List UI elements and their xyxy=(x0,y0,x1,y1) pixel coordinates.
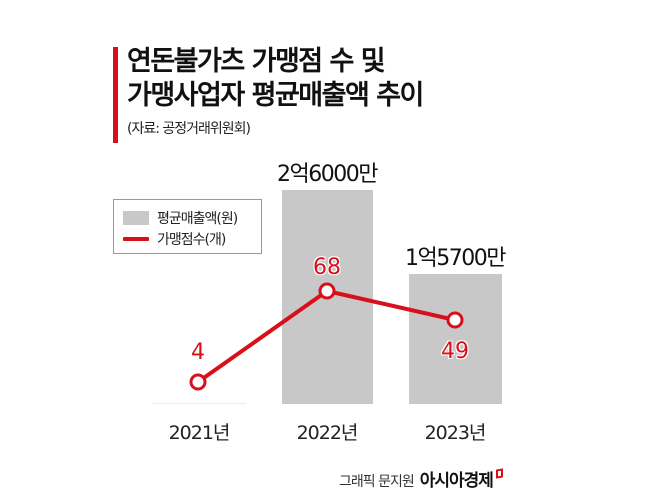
legend-label-stores: 가맹점수(개) xyxy=(157,232,226,248)
chart-source: (자료: 공정거래위원회) xyxy=(127,121,251,137)
marker-2022 xyxy=(318,282,336,300)
brand-name: 아시아경제 xyxy=(419,471,494,491)
title-accent-bar xyxy=(113,47,118,143)
credit: 그래픽 문지원 아시아경제 xyxy=(339,466,503,491)
x-label-2021: 2021년 xyxy=(168,422,231,444)
point-label-2021: 4 xyxy=(191,340,205,365)
marker-2021 xyxy=(189,373,207,391)
x-label-2023: 2023년 xyxy=(424,422,487,444)
chart-title: 연돈불가츠 가맹점 수 및 가맹사업자 평균매출액 추이 xyxy=(127,45,424,113)
legend: 평균매출액(원) 가맹점수(개) xyxy=(113,199,262,254)
line-swatch-icon xyxy=(123,237,149,241)
point-label-2022: 68 xyxy=(313,255,341,280)
bar-swatch-icon xyxy=(123,211,149,225)
chart-title-line2: 가맹사업자 평균매출액 추이 xyxy=(127,80,424,111)
bar-2023 xyxy=(409,274,502,404)
legend-item-stores: 가맹점수(개) xyxy=(123,229,226,249)
bar-label-2022: 2억6000만 xyxy=(277,162,378,187)
chart-title-line1: 연돈불가츠 가맹점 수 및 xyxy=(127,46,386,77)
legend-item-revenue: 평균매출액(원) xyxy=(123,208,238,228)
bar-label-2023: 1억5700만 xyxy=(405,246,506,271)
graphic-credit: 그래픽 문지원 xyxy=(339,474,415,490)
baseline-2021 xyxy=(152,403,246,404)
x-label-2022: 2022년 xyxy=(296,422,359,444)
legend-label-revenue: 평균매출액(원) xyxy=(157,211,238,227)
marker-2023 xyxy=(446,311,464,329)
brand-logo-icon xyxy=(495,468,503,479)
point-label-2023: 49 xyxy=(441,339,469,364)
